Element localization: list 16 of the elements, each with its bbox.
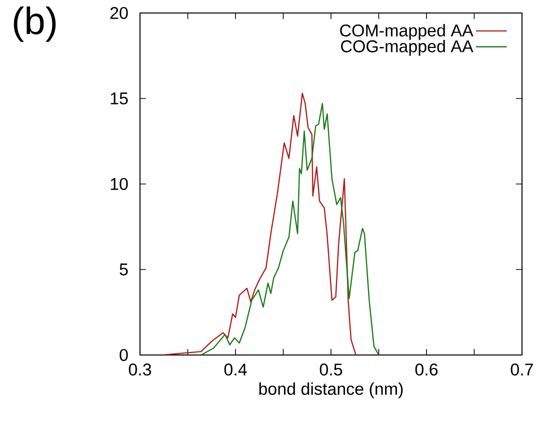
x-tick-label: 0.5: [320, 364, 342, 376]
y-tick-label: 5: [120, 264, 128, 276]
line-series: [200, 103, 380, 355]
y-tick-label: 10: [110, 178, 128, 190]
x-tick-label: 0.6: [415, 364, 438, 376]
legend-label: COG-mapped AA: [341, 40, 474, 56]
y-tick-label: 15: [110, 92, 128, 104]
text: (b): [14, 6, 56, 42]
x-tick-label: 0.4: [224, 364, 247, 376]
y-tick-label: 20: [110, 6, 128, 20]
x-axis-title: bond distance (nm): [259, 382, 403, 398]
y-tick-label: 0: [120, 348, 128, 362]
x-tick-label: 0.3: [128, 364, 152, 376]
line-series: [162, 92, 356, 355]
legend-label: COM-mapped AA: [340, 24, 474, 40]
x-tick-label: 0.7: [510, 364, 533, 376]
